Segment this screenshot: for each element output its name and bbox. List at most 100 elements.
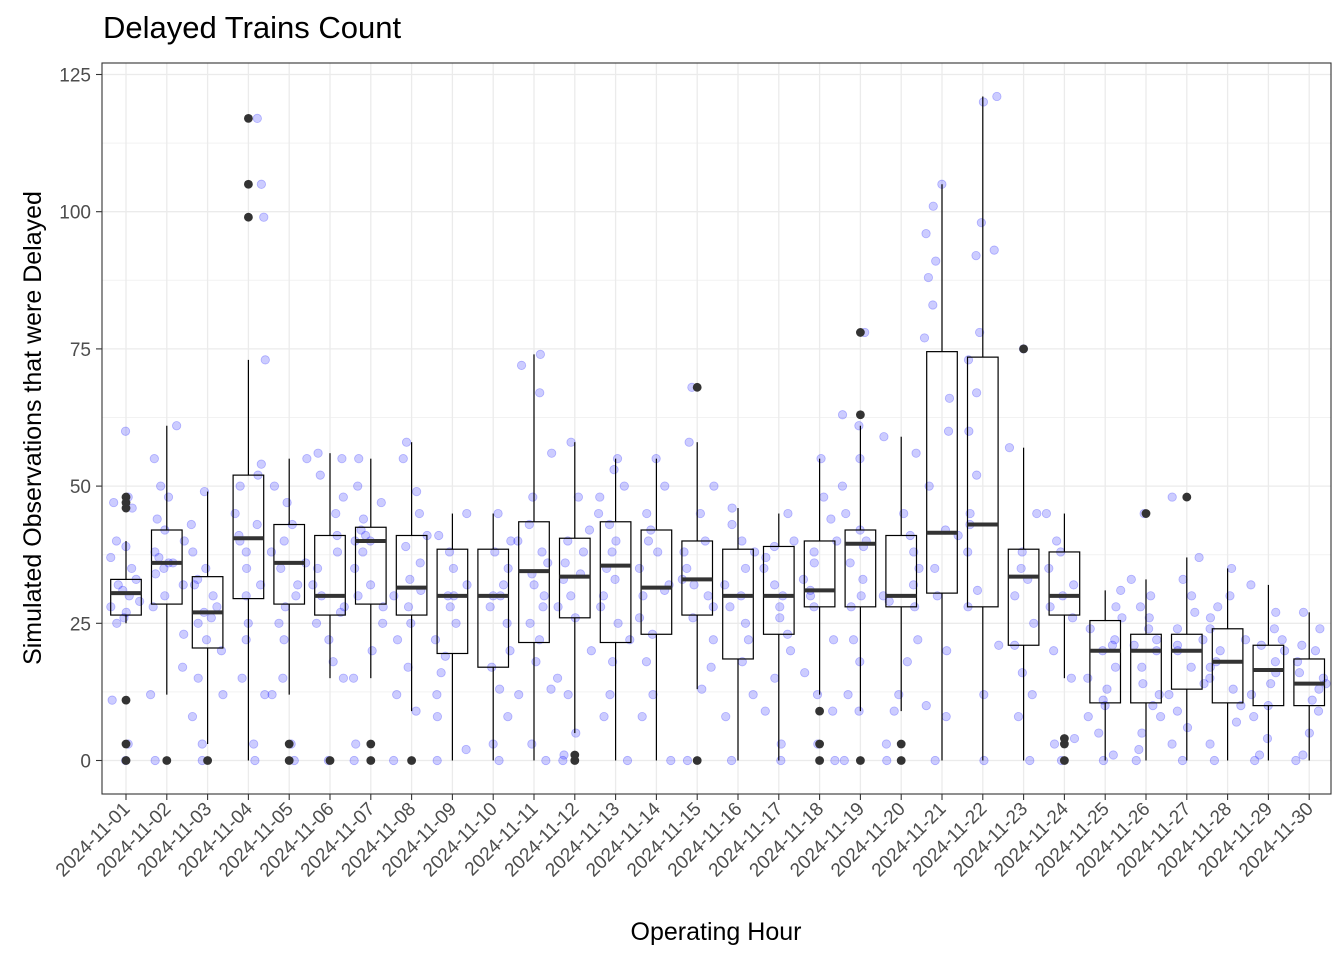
box-outlier <box>815 756 824 765</box>
jitter-point <box>1178 574 1188 584</box>
box-body <box>966 356 999 608</box>
jitter-point <box>921 229 931 239</box>
jitter-point <box>1110 635 1120 645</box>
jitter-point <box>348 673 359 683</box>
jitter-point <box>689 580 699 590</box>
jitter-point <box>584 525 595 535</box>
jitter-point <box>800 668 810 678</box>
jitter-point <box>235 481 245 491</box>
y-tick-label: 75 <box>70 340 91 361</box>
jitter-point <box>882 755 892 766</box>
jitter-point <box>218 690 228 700</box>
box-outlier <box>244 114 253 123</box>
jitter-point <box>1154 690 1164 700</box>
jitter-point <box>856 591 866 601</box>
jitter-point <box>979 755 989 766</box>
jitter-point <box>560 558 570 568</box>
jitter-point <box>197 739 207 749</box>
jitter-point <box>332 547 343 557</box>
jitter-point <box>634 563 645 574</box>
jitter-point <box>1135 602 1146 612</box>
jitter-point <box>412 486 422 497</box>
jitter-point <box>398 454 408 464</box>
jitter-point <box>578 547 589 557</box>
jitter-point <box>527 739 537 749</box>
jitter-point <box>313 448 323 458</box>
jitter-point <box>726 755 737 766</box>
jitter-point <box>622 755 633 766</box>
box-outlier <box>856 410 865 420</box>
jitter-point <box>1187 591 1197 601</box>
jitter-point <box>230 508 240 519</box>
box-outlier <box>1060 734 1069 743</box>
jitter-point <box>193 673 203 683</box>
jitter-point <box>516 360 527 370</box>
jitter-point <box>737 536 747 546</box>
jitter-point <box>278 673 288 683</box>
jitter-point <box>1069 580 1079 590</box>
jitter-point <box>1291 755 1301 766</box>
jitter-point <box>308 580 318 590</box>
jitter-point <box>1138 679 1148 689</box>
jitter-point <box>331 508 341 519</box>
jitter-point <box>607 547 617 557</box>
jitter-point <box>440 651 450 661</box>
jitter-point <box>709 481 719 491</box>
jitter-point <box>109 497 119 508</box>
jitter-point <box>1209 755 1220 766</box>
jitter-point <box>358 547 368 557</box>
jitter-point <box>1298 607 1309 617</box>
jitter-point <box>1315 624 1325 634</box>
jitter-point <box>201 635 212 645</box>
box-outlier <box>121 756 131 765</box>
jitter-point <box>684 437 694 447</box>
jitter-point <box>193 574 203 584</box>
jitter-point <box>1013 711 1024 722</box>
jitter-point <box>150 547 160 557</box>
jitter-point <box>349 755 359 766</box>
jitter-point <box>648 690 658 700</box>
box-body <box>477 548 510 668</box>
jitter-point <box>525 618 535 628</box>
jitter-point <box>989 245 999 255</box>
jitter-point <box>1167 492 1177 502</box>
jitter-point <box>775 613 785 623</box>
jitter-point <box>163 492 174 502</box>
jitter-point <box>547 448 557 458</box>
jitter-point <box>353 481 363 491</box>
jitter-point <box>543 558 553 568</box>
jitter-point <box>546 684 556 694</box>
jitter-point <box>506 536 516 546</box>
jitter-point <box>1017 547 1027 557</box>
jitter-point <box>839 755 849 766</box>
jitter-point <box>637 711 647 722</box>
jitter-point <box>785 646 796 656</box>
jitter-point <box>378 618 388 628</box>
jitter-point <box>434 530 444 541</box>
jitter-point <box>909 547 919 557</box>
jitter-point <box>854 706 864 716</box>
jitter-point <box>1186 662 1196 672</box>
jitter-point <box>682 755 693 766</box>
jitter-point <box>1027 690 1037 700</box>
y-tick-label: 50 <box>70 477 91 498</box>
jitter-point <box>721 711 731 722</box>
jitter-point <box>237 673 247 683</box>
jitter-point <box>1294 668 1305 678</box>
jitter-point <box>528 492 538 502</box>
jitter-point <box>403 662 413 672</box>
jitter-point <box>1246 690 1257 700</box>
jitter-point <box>1279 646 1290 656</box>
y-axis: 0 25 50 75 100 125 <box>59 66 102 773</box>
jitter-point <box>315 470 325 480</box>
jitter-point <box>524 519 534 530</box>
jitter-point <box>855 657 865 667</box>
jitter-point <box>193 618 203 628</box>
x-axis-title: Operating Hour <box>631 918 802 946</box>
jitter-point <box>919 333 930 343</box>
jitter-point <box>1314 684 1324 694</box>
jitter-point <box>963 355 974 365</box>
box-outlier <box>407 756 416 765</box>
jitter-point <box>350 563 360 574</box>
jitter-point <box>1068 613 1078 623</box>
